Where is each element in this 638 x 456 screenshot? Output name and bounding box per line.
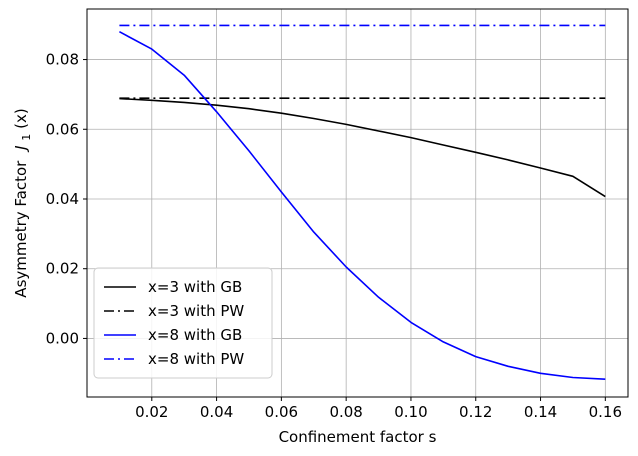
x-tick-label: 0.08 (329, 403, 362, 421)
x-tick-label: 0.10 (394, 403, 427, 421)
y-tick-label: 0.04 (46, 190, 79, 208)
y-axis-label: Asymmetry Factor J 1 (x) (12, 108, 34, 297)
y-tick-label: 0.08 (46, 51, 79, 69)
plot-frame (86, 8, 629, 398)
x-tick-label: 0.14 (524, 403, 557, 421)
x-tick-label: 0.02 (135, 403, 168, 421)
series-line (119, 30, 606, 380)
legend-box (93, 267, 273, 379)
x-tick-label: 0.12 (459, 403, 492, 421)
y-axis-label-text: Asymmetry Factor (12, 160, 30, 298)
series-lines (119, 24, 606, 380)
legend-label: x=8 with GB (148, 326, 242, 344)
y-axis-label-symbol: J (12, 145, 30, 152)
grid (87, 9, 628, 397)
y-tick-label: 0.06 (46, 120, 79, 138)
axis-ticks: 0.02 0.04 0.06 0.08 0.10 0.12 0.14 0.16 0.00 0.02… (46, 51, 622, 421)
y-tick-label: 0.02 (46, 260, 79, 278)
legend: x=3 with GB x=3 with PW x=8 with GB x=8 wit… (93, 267, 273, 379)
x-axis-label: Confinement factor s (279, 428, 437, 446)
x-tick-label: 0.06 (265, 403, 298, 421)
legend-label: x=8 with PW (148, 350, 244, 368)
y-axis-label-argument: (x) (12, 108, 30, 129)
x-tick-label: 0.16 (589, 403, 622, 421)
x-tick-label: 0.04 (200, 403, 233, 421)
y-tick-label: 0.00 (46, 329, 79, 347)
series-line (119, 97, 606, 198)
y-axis-label-subscript: 1 (20, 134, 33, 141)
legend-label: x=3 with PW (148, 302, 244, 320)
legend-label: x=3 with GB (148, 278, 242, 296)
